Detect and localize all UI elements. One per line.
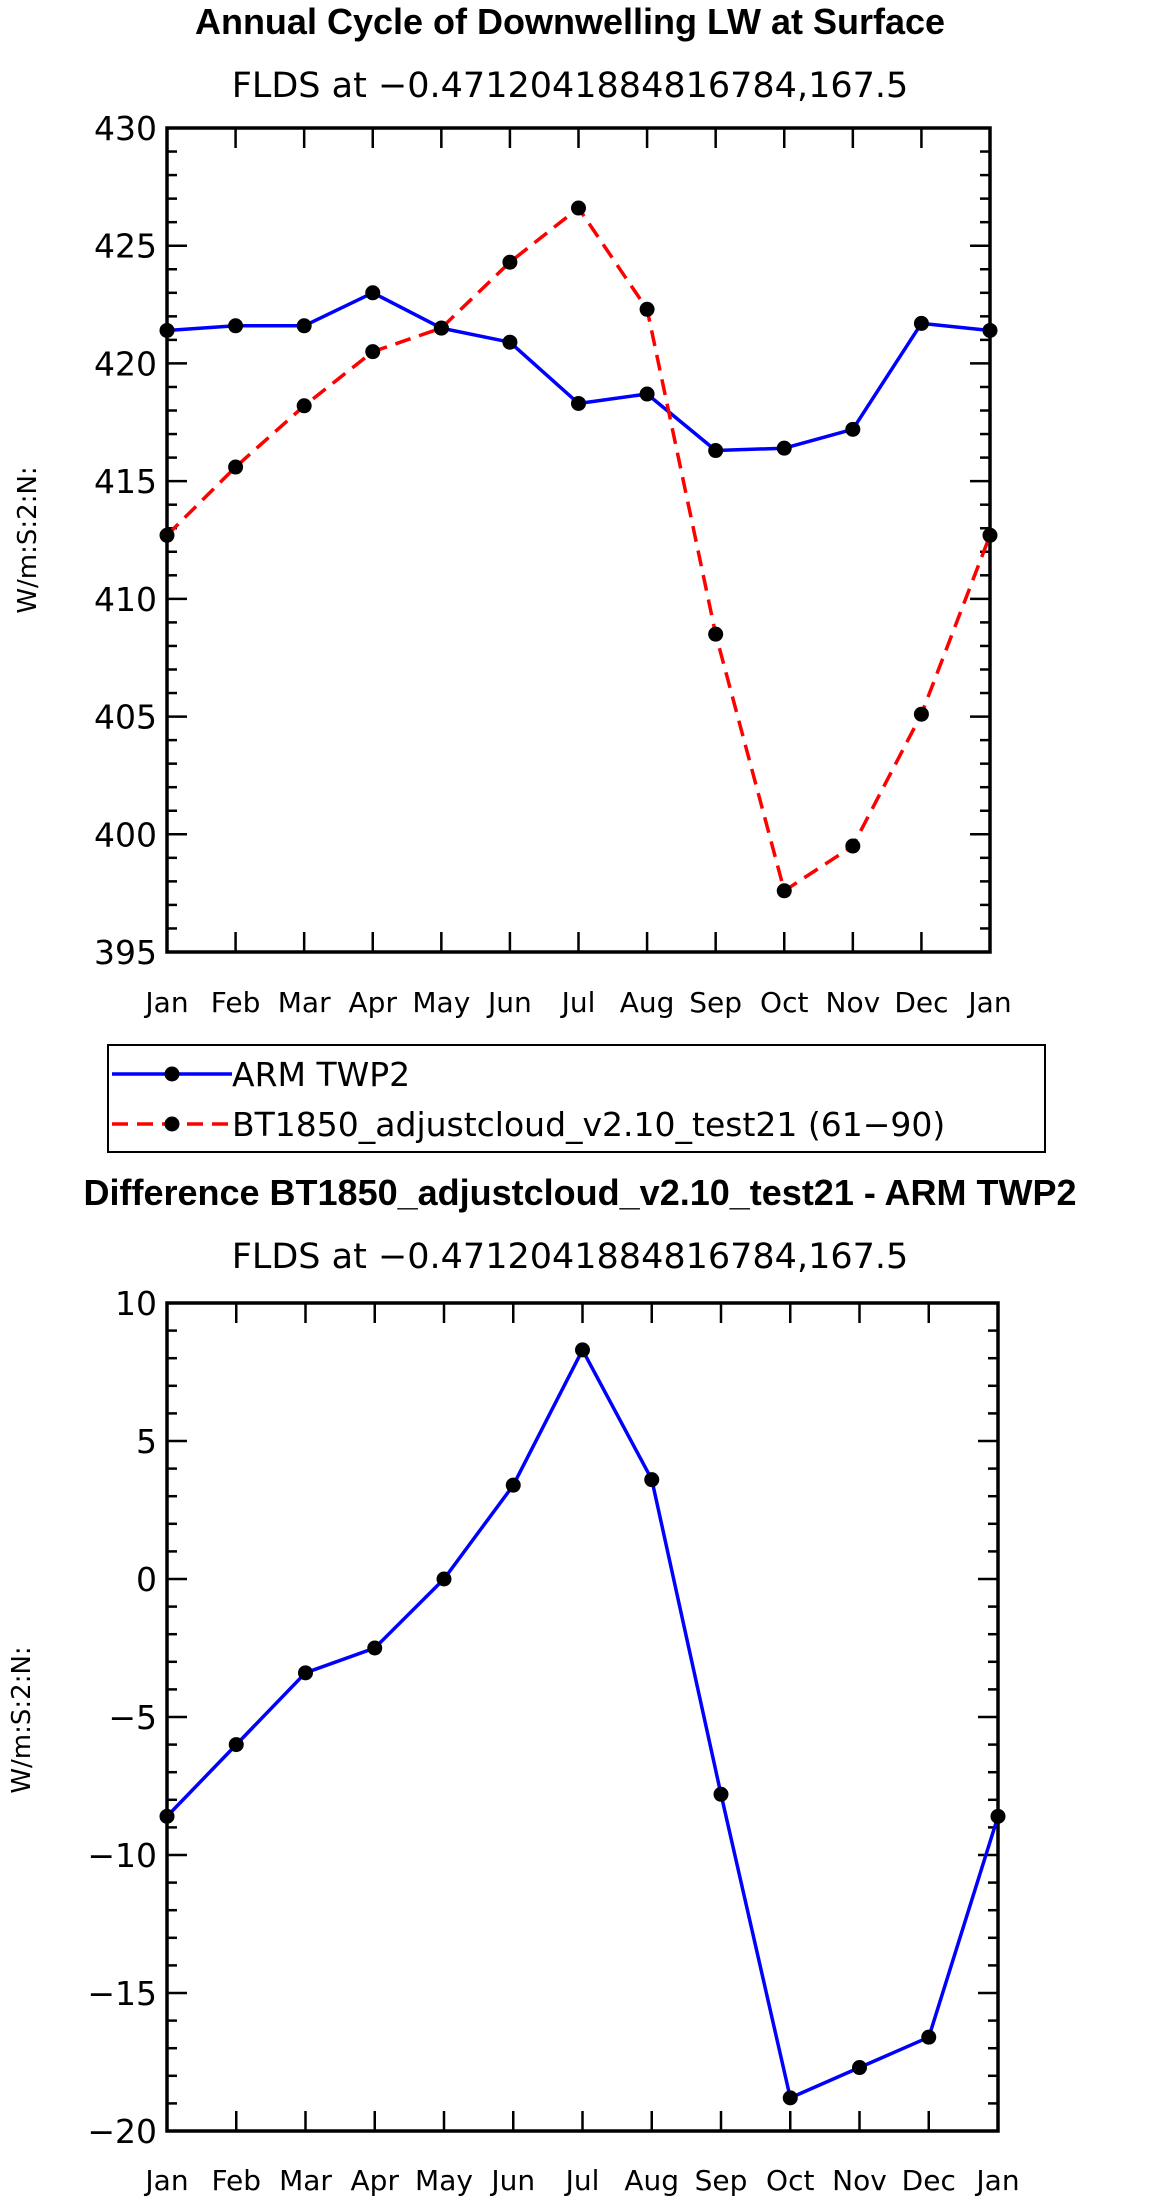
- chart1-series-0-point: [228, 318, 244, 334]
- chart1-series-1-point: [845, 838, 861, 854]
- chart2-series-0-point: [575, 1342, 590, 1358]
- chart2-ytick-label: −20: [87, 2112, 157, 2151]
- chart2-xtick-label: Jan: [974, 2164, 1019, 2197]
- chart1-series-1-point: [296, 398, 312, 414]
- chart1-series-1-point: [571, 200, 586, 216]
- chart1-series-0-point: [571, 395, 586, 411]
- chart1-series-0-point: [708, 443, 724, 459]
- chart1-series-0-point: [159, 322, 175, 338]
- chart1-ytick-label: 415: [94, 462, 157, 501]
- chart1-ytick-label: 400: [94, 815, 157, 854]
- chart1-series-1-line: [165, 206, 992, 893]
- chart2-ylabel: W/m:S:2:N:: [7, 1646, 37, 1793]
- chart1-title: Annual Cycle of Downwelling LW at Surfac…: [195, 1, 945, 42]
- chart1-series-1-point: [502, 254, 518, 270]
- chart2-series-0-point: [367, 1640, 383, 1656]
- chart1-xtick-label: Apr: [349, 986, 398, 1019]
- legend: ARM TWP2 BT1850_adjustcloud_v2.10_test21…: [107, 1044, 1046, 1153]
- chart1-xtick-label: Aug: [620, 986, 675, 1019]
- chart2-title: Difference BT1850_adjustcloud_v2.10_test…: [83, 1172, 1076, 1213]
- chart1-ytick-label: 395: [94, 933, 157, 972]
- legend-marker-arm: [164, 1066, 180, 1082]
- chart1-series-1-point: [228, 459, 244, 475]
- chart1-ytick-label: 430: [94, 109, 157, 148]
- chart1-series-0-point: [296, 318, 312, 334]
- chart1-xtick-label: Nov: [826, 986, 881, 1019]
- chart1-xtick-label: May: [412, 986, 470, 1019]
- chart2-series-0-point: [644, 1472, 660, 1488]
- chart1-series-0-point: [845, 421, 861, 437]
- chart2-series-0-point: [436, 1571, 452, 1587]
- chart2-ytick-label: 0: [136, 1560, 157, 1599]
- chart1-ylabel: W/m:S:2:N:: [13, 466, 43, 613]
- chart2-ytick-label: −15: [87, 1974, 157, 2013]
- chart2-series-0-point: [505, 1477, 521, 1493]
- chart2-series-0-point: [782, 2090, 798, 2106]
- chart1-xtick-label: Jan: [143, 986, 188, 1019]
- chart1-series-1-point: [982, 527, 998, 543]
- chart1-ytick-label: 425: [94, 227, 157, 266]
- legend-label-arm: ARM TWP2: [232, 1055, 410, 1094]
- chart2-xtick-label: May: [415, 2164, 473, 2197]
- chart2-xtick-label: Dec: [902, 2164, 956, 2197]
- chart1-xtick-label: Jul: [560, 986, 596, 1019]
- chart1-series-0-point: [639, 386, 655, 402]
- chart1-ytick-label: 410: [94, 580, 157, 619]
- chart2-frame: [165, 1301, 1000, 2133]
- chart2-series-0-point: [298, 1665, 313, 1681]
- chart1-series-1-point: [159, 527, 175, 543]
- chart1-series-1-point: [433, 320, 449, 336]
- chart2-series-0-point: [921, 2029, 937, 2045]
- chart2-xtick-label: Mar: [279, 2164, 332, 2197]
- chart1-series-1-point: [913, 706, 929, 722]
- chart2-xtick-label: Jan: [143, 2164, 188, 2197]
- chart2-series-0-point: [159, 1808, 175, 1824]
- chart1-series-0-point: [776, 440, 792, 456]
- legend-box: [107, 1044, 1046, 1153]
- chart2-series-0-point: [228, 1737, 244, 1753]
- chart1-series-1-point: [639, 301, 655, 317]
- chart1-frame: [165, 126, 992, 954]
- chart1-xtick-label: Sep: [689, 986, 742, 1019]
- chart2-xtick-label: Sep: [695, 2164, 748, 2197]
- chart2-subtitle: FLDS at −0.4712041884816784,167.5: [232, 1237, 909, 1277]
- chart1-xtick-label: Dec: [894, 986, 948, 1019]
- chart1-series-0-point: [913, 315, 929, 331]
- chart2-ytick-label: −10: [87, 1836, 157, 1875]
- chart1-xtick-label: Jan: [966, 986, 1011, 1019]
- chart1-xtick-label: Oct: [760, 986, 808, 1019]
- chart2-series-0-line: [165, 1348, 1000, 2100]
- chart2-ytick-label: −5: [108, 1698, 157, 1737]
- chart1-series-1-point: [776, 883, 792, 899]
- chart1-series-0-point: [502, 334, 518, 350]
- legend-label-model: BT1850_adjustcloud_v2.10_test21 (61−90): [232, 1105, 945, 1144]
- chart2-series-0-point: [852, 2060, 867, 2076]
- legend-marker-model: [164, 1116, 180, 1132]
- chart1-ytick-label: 405: [94, 698, 157, 737]
- chart2-xtick-label: Apr: [351, 2164, 400, 2197]
- chart1-series-0-point: [982, 322, 998, 338]
- chart2-xtick-label: Feb: [211, 2164, 261, 2197]
- chart2-plot: −20 −15 −10 −5 0 5 10 Jan Feb Mar Apr May Jun Jul Aug S…: [87, 1284, 1019, 2197]
- chart1-xtick-label: Feb: [211, 986, 261, 1019]
- chart1-series-1-point: [365, 344, 381, 360]
- chart1-ytick-label: 420: [94, 344, 157, 383]
- chart1-subtitle: FLDS at −0.4712041884816784,167.5: [232, 66, 909, 106]
- chart2-xtick-label: Jun: [489, 2164, 535, 2197]
- chart1-series-0-point: [365, 285, 381, 301]
- chart1-plot: 395 400 405 410 415 420 425 430 Jan Feb Mar Apr May J…: [94, 109, 1012, 1019]
- chart2-series-0-point: [990, 1808, 1006, 1824]
- chart2-ytick-label: 10: [115, 1284, 157, 1323]
- chart1-xtick-label: Mar: [278, 986, 331, 1019]
- chart1-series-0-line: [166, 291, 991, 453]
- chart1-xtick-label: Jun: [486, 986, 532, 1019]
- chart1-series-1-point: [708, 626, 724, 642]
- chart2-ytick-label: 5: [136, 1422, 157, 1461]
- chart2-xtick-label: Oct: [766, 2164, 814, 2197]
- chart2-xtick-label: Aug: [624, 2164, 679, 2197]
- chart2-xtick-label: Jul: [564, 2164, 600, 2197]
- chart2-series-0-point: [713, 1786, 729, 1802]
- chart2-xtick-label: Nov: [832, 2164, 887, 2197]
